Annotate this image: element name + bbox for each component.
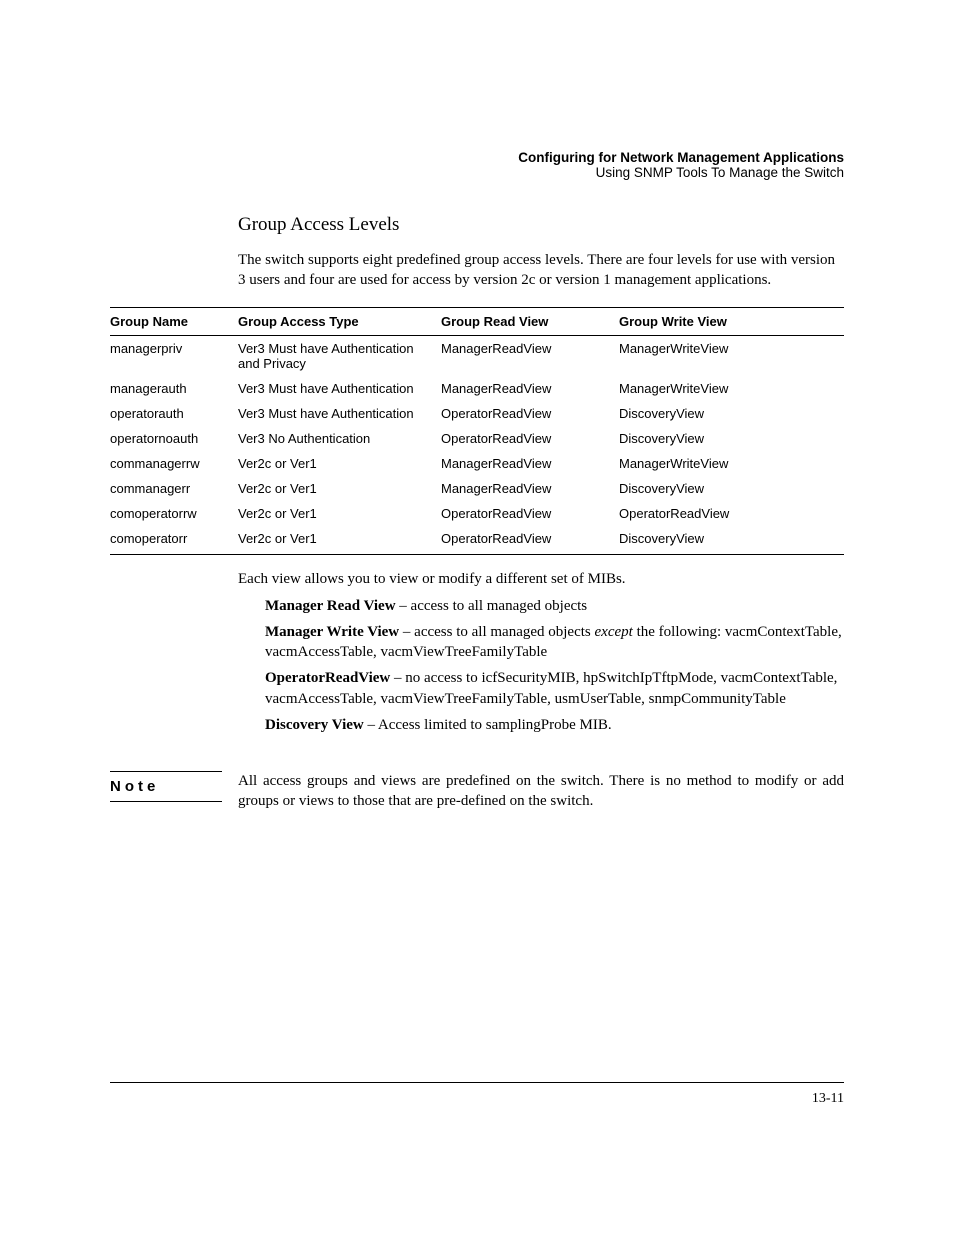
views-intro: Each view allows you to view or modify a… [238,571,844,588]
footer-rule [110,1082,844,1083]
col-header: Group Name [110,307,238,335]
cell: managerauth [110,376,238,401]
cell: managerpriv [110,335,238,376]
cell: DiscoveryView [619,426,844,451]
cell: Ver2c or Ver1 [238,451,441,476]
view-item: Manager Write View – access to all manag… [265,622,844,663]
note-body: All access groups and views are predefin… [238,771,844,812]
table-row: managerpriv Ver3 Must have Authenticatio… [110,335,844,376]
cell: Ver2c or Ver1 [238,476,441,501]
cell: ManagerWriteView [619,335,844,376]
table-header-row: Group Name Group Access Type Group Read … [110,307,844,335]
table-row: comoperatorr Ver2c or Ver1 OperatorReadV… [110,526,844,555]
section-heading: Group Access Levels [238,214,844,236]
cell: OperatorReadView [441,401,619,426]
view-item: Manager Read View – access to all manage… [265,596,844,616]
view-desc-pre: – access to all managed objects [399,624,594,640]
cell: Ver3 Must have Authentication and Privac… [238,335,441,376]
col-header: Group Write View [619,307,844,335]
cell: commanagerr [110,476,238,501]
access-levels-table: Group Name Group Access Type Group Read … [110,307,844,555]
table-row: commanagerrw Ver2c or Ver1 ManagerReadVi… [110,451,844,476]
view-name: Manager Write View [265,624,399,640]
col-header: Group Read View [441,307,619,335]
table-row: commanagerr Ver2c or Ver1 ManagerReadVie… [110,476,844,501]
cell: Ver3 Must have Authentication [238,401,441,426]
cell: ManagerReadView [441,335,619,376]
note-label: Note [110,771,222,802]
table-row: managerauth Ver3 Must have Authenticatio… [110,376,844,401]
cell: OperatorReadView [441,501,619,526]
cell: DiscoveryView [619,401,844,426]
cell: ManagerReadView [441,476,619,501]
cell: comoperatorrw [110,501,238,526]
header-subtitle: Using SNMP Tools To Manage the Switch [110,165,844,180]
cell: OperatorReadView [441,426,619,451]
cell: ManagerWriteView [619,451,844,476]
col-header: Group Access Type [238,307,441,335]
cell: Ver3 Must have Authentication [238,376,441,401]
view-name: Discovery View [265,717,364,733]
note-label-wrap: Note [110,771,238,802]
view-desc: – Access limited to samplingProbe MIB. [364,717,612,733]
table-row: operatorauth Ver3 Must have Authenticati… [110,401,844,426]
cell: Ver2c or Ver1 [238,501,441,526]
intro-paragraph: The switch supports eight predefined gro… [238,250,844,291]
header-title: Configuring for Network Management Appli… [110,150,844,165]
view-item: OperatorReadView – no access to icfSecur… [265,668,844,709]
cell: OperatorReadView [619,501,844,526]
cell: ManagerWriteView [619,376,844,401]
cell: ManagerReadView [441,451,619,476]
page: Configuring for Network Management Appli… [0,0,954,1167]
view-name: Manager Read View [265,598,396,614]
cell: OperatorReadView [441,526,619,555]
table-row: comoperatorrw Ver2c or Ver1 OperatorRead… [110,501,844,526]
note-block: Note All access groups and views are pre… [110,771,844,812]
cell: Ver3 No Authentication [238,426,441,451]
cell: operatorauth [110,401,238,426]
table-row: operatornoauth Ver3 No Authentication Op… [110,426,844,451]
view-item: Discovery View – Access limited to sampl… [265,715,844,735]
cell: comoperatorr [110,526,238,555]
page-header: Configuring for Network Management Appli… [110,150,844,180]
view-name: OperatorReadView [265,670,390,686]
cell: DiscoveryView [619,526,844,555]
view-desc: – access to all managed objects [396,598,588,614]
view-desc-italic: except [595,624,633,640]
cell: operatornoauth [110,426,238,451]
cell: DiscoveryView [619,476,844,501]
cell: Ver2c or Ver1 [238,526,441,555]
cell: ManagerReadView [441,376,619,401]
cell: commanagerrw [110,451,238,476]
page-number: 13-11 [110,1091,844,1107]
